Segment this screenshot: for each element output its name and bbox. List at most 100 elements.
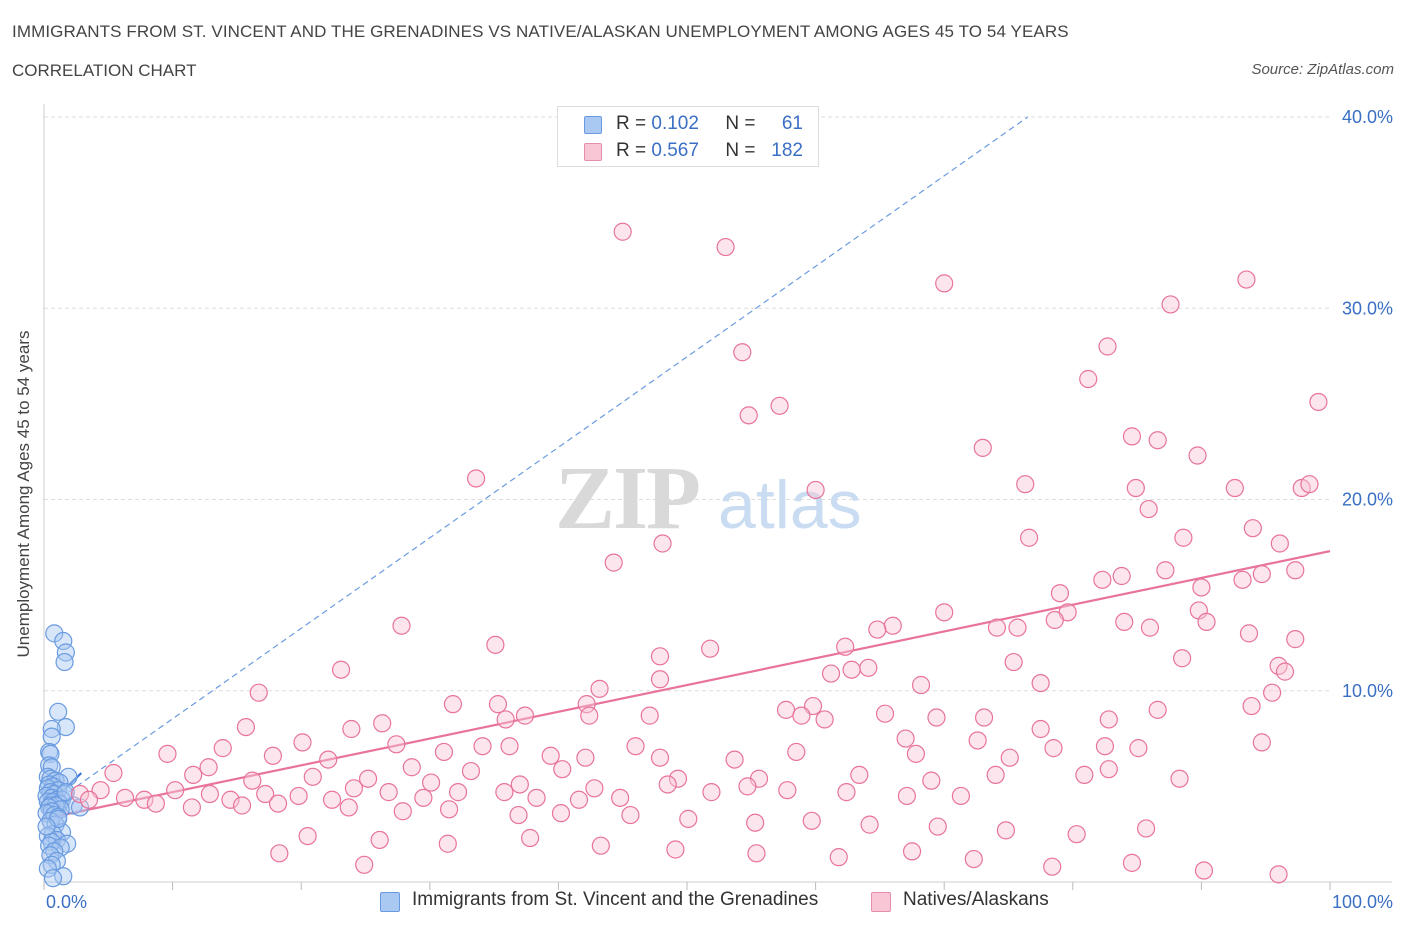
point-natives xyxy=(1004,652,1023,672)
point-natives xyxy=(896,729,915,748)
point-natives xyxy=(897,786,917,806)
point-natives xyxy=(770,396,789,415)
point-natives xyxy=(1170,769,1189,788)
data-points xyxy=(37,107,1328,888)
point-natives xyxy=(829,848,848,867)
point-natives xyxy=(1122,427,1142,446)
point-natives xyxy=(679,809,698,828)
point-natives xyxy=(738,777,757,796)
watermark-zip: ZIP xyxy=(555,449,699,548)
point-natives xyxy=(355,855,374,874)
point-natives xyxy=(289,786,308,806)
bottom-legend-label: Immigrants from St. Vincent and the Gren… xyxy=(412,889,819,910)
point-natives xyxy=(850,765,869,785)
point-natives xyxy=(585,779,604,798)
point-natives xyxy=(1000,748,1019,767)
point-natives xyxy=(1148,431,1167,450)
point-natives xyxy=(344,779,364,798)
point-natives xyxy=(200,784,219,804)
point-natives xyxy=(868,620,887,639)
legend-r-label: R = xyxy=(616,113,647,134)
point-natives xyxy=(263,746,283,765)
point-natives xyxy=(373,714,392,733)
point-natives xyxy=(213,739,232,758)
point-natives xyxy=(1269,865,1288,884)
point-natives xyxy=(392,616,411,635)
point-natives xyxy=(837,783,856,802)
point-natives xyxy=(319,750,338,769)
point-natives xyxy=(331,660,351,679)
point-natives xyxy=(135,790,154,809)
point-natives xyxy=(935,274,954,293)
point-natives xyxy=(1067,825,1086,844)
point-natives xyxy=(746,813,765,832)
point-natives xyxy=(1099,710,1118,729)
point-natives xyxy=(232,796,252,815)
point-natives xyxy=(146,794,165,813)
point-natives xyxy=(1008,618,1027,637)
point-natives xyxy=(621,805,640,825)
legend-n-label: N = xyxy=(725,113,756,134)
point-natives xyxy=(1156,561,1175,580)
point-natives xyxy=(964,849,983,869)
point-natives xyxy=(1139,499,1158,519)
point-natives xyxy=(580,706,599,725)
point-natives xyxy=(486,635,505,654)
point-immigrants xyxy=(56,717,75,737)
point-natives xyxy=(1099,760,1118,779)
point-natives xyxy=(702,783,721,802)
point-natives xyxy=(443,695,463,714)
point-natives xyxy=(379,783,398,802)
point-natives xyxy=(996,821,1016,840)
point-natives xyxy=(973,438,992,457)
point-natives xyxy=(1045,610,1064,630)
point-natives xyxy=(515,706,535,725)
point-natives xyxy=(298,826,317,846)
point-natives xyxy=(79,790,99,809)
point-natives xyxy=(303,767,322,786)
point-natives xyxy=(778,781,797,800)
point-natives xyxy=(358,769,378,788)
point-natives xyxy=(591,836,610,855)
point-natives xyxy=(653,534,672,553)
reference-line-dashed xyxy=(43,116,1029,810)
point-natives xyxy=(569,790,589,809)
point-natives xyxy=(1050,584,1070,603)
point-natives xyxy=(1270,534,1289,553)
point-natives xyxy=(928,817,947,836)
point-natives xyxy=(806,480,825,500)
bottom-legend-label: Natives/Alaskans xyxy=(903,889,1049,910)
point-immigrants xyxy=(40,756,59,775)
bottom-legend-swatch-pink xyxy=(871,892,891,912)
point-natives xyxy=(821,664,841,683)
point-natives xyxy=(1233,570,1252,589)
point-natives xyxy=(199,758,218,777)
point-natives xyxy=(70,784,90,804)
point-natives xyxy=(249,683,268,702)
point-natives xyxy=(293,733,312,752)
point-natives xyxy=(1115,612,1134,632)
point-natives xyxy=(510,775,529,794)
correlation-legend: R = 0.102 N = 61 R = 0.567 N = 182 xyxy=(557,106,819,167)
axes xyxy=(43,104,1392,890)
point-natives xyxy=(1286,630,1305,649)
point-natives xyxy=(1242,696,1261,716)
gridlines xyxy=(44,116,1330,692)
point-natives xyxy=(414,788,433,807)
point-natives xyxy=(666,840,685,859)
point-natives xyxy=(1173,649,1192,668)
point-natives xyxy=(461,761,481,781)
point-natives xyxy=(968,731,987,750)
legend-n-label: N = xyxy=(725,140,756,161)
point-natives xyxy=(1079,369,1098,389)
point-natives xyxy=(1192,578,1211,597)
point-natives xyxy=(787,742,806,762)
point-natives xyxy=(1243,519,1262,538)
point-natives xyxy=(776,700,796,719)
point-immigrants xyxy=(41,744,60,763)
point-natives xyxy=(488,695,508,714)
point-natives xyxy=(1225,478,1244,498)
point-natives xyxy=(1309,392,1328,412)
y-tick-label: 40.0% xyxy=(1342,107,1393,127)
point-natives xyxy=(725,750,744,769)
